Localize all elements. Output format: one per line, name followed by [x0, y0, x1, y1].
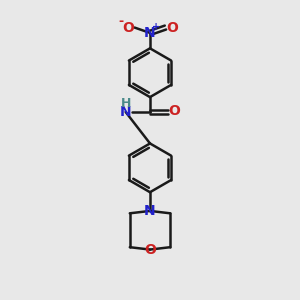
- Text: N: N: [144, 204, 156, 218]
- Text: O: O: [122, 20, 134, 34]
- Text: O: O: [166, 20, 178, 34]
- Text: H: H: [120, 97, 131, 110]
- Text: +: +: [152, 22, 160, 32]
- Text: O: O: [144, 243, 156, 256]
- Text: O: O: [168, 104, 180, 118]
- Text: -: -: [118, 14, 124, 28]
- Text: N: N: [144, 26, 156, 40]
- Text: N: N: [120, 105, 131, 119]
